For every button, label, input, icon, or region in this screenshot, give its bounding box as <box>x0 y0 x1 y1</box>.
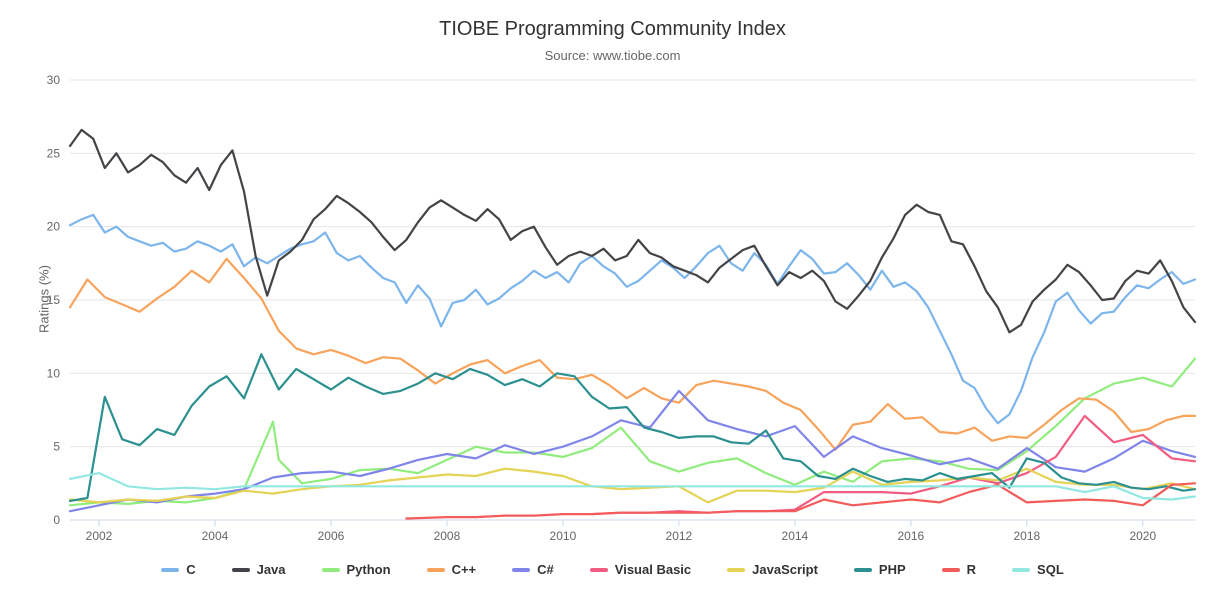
legend-swatch <box>427 568 445 572</box>
x-tick-label: 2010 <box>550 529 577 543</box>
x-tick-label: 2004 <box>202 529 229 543</box>
y-tick-label: 0 <box>53 513 60 527</box>
legend-swatch <box>232 568 250 572</box>
legend-item-java[interactable]: Java <box>228 560 290 579</box>
x-tick-label: 2012 <box>666 529 693 543</box>
legend-swatch <box>161 568 179 572</box>
legend-swatch <box>322 568 340 572</box>
legend-label: C++ <box>452 562 477 577</box>
chart-container: TIOBE Programming Community Index Source… <box>0 0 1225 597</box>
series-line-sql[interactable] <box>70 473 1195 499</box>
y-tick-label: 5 <box>53 440 60 454</box>
x-tick-label: 2006 <box>318 529 345 543</box>
legend-item-php[interactable]: PHP <box>850 560 910 579</box>
legend-label: R <box>967 562 976 577</box>
legend-item-visual-basic[interactable]: Visual Basic <box>586 560 695 579</box>
legend-item-c-[interactable]: C# <box>508 560 558 579</box>
y-tick-label: 30 <box>47 73 61 87</box>
legend-swatch <box>727 568 745 572</box>
y-tick-label: 20 <box>47 220 61 234</box>
y-tick-label: 15 <box>47 293 61 307</box>
legend-swatch <box>512 568 530 572</box>
y-tick-label: 10 <box>47 366 61 380</box>
legend-label: PHP <box>879 562 906 577</box>
series-line-c-[interactable] <box>70 259 1195 450</box>
legend-label: SQL <box>1037 562 1064 577</box>
legend-item-python[interactable]: Python <box>318 560 395 579</box>
legend-label: Visual Basic <box>615 562 691 577</box>
series-line-r[interactable] <box>406 483 1195 518</box>
legend-label: Java <box>257 562 286 577</box>
plot-area[interactable]: 0 5 10 15 20 25 30 2002 2004 2006 2008 2010 2012 2014… <box>0 0 1225 550</box>
legend-item-r[interactable]: R <box>938 560 980 579</box>
legend-label: Python <box>347 562 391 577</box>
series-line-python[interactable] <box>70 359 1195 506</box>
y-tick-label: 25 <box>47 146 61 160</box>
legend-label: JavaScript <box>752 562 818 577</box>
x-tick-label: 2020 <box>1129 529 1156 543</box>
legend-swatch <box>1012 568 1030 572</box>
legend-swatch <box>590 568 608 572</box>
legend-item-sql[interactable]: SQL <box>1008 560 1068 579</box>
x-tick-label: 2018 <box>1013 529 1040 543</box>
legend-swatch <box>942 568 960 572</box>
x-tick-label: 2014 <box>782 529 809 543</box>
legend-label: C# <box>537 562 554 577</box>
x-tick-label: 2016 <box>897 529 924 543</box>
legend-item-c-[interactable]: C++ <box>423 560 481 579</box>
legend-swatch <box>854 568 872 572</box>
x-tick-label: 2008 <box>434 529 461 543</box>
x-tick-label: 2002 <box>86 529 113 543</box>
legend-item-javascript[interactable]: JavaScript <box>723 560 822 579</box>
legend-label: C <box>186 562 195 577</box>
legend-item-c[interactable]: C <box>157 560 199 579</box>
legend: C Java Python C++ C# Visual Basic JavaScript PH… <box>0 560 1225 579</box>
series-line-java[interactable] <box>70 130 1195 332</box>
